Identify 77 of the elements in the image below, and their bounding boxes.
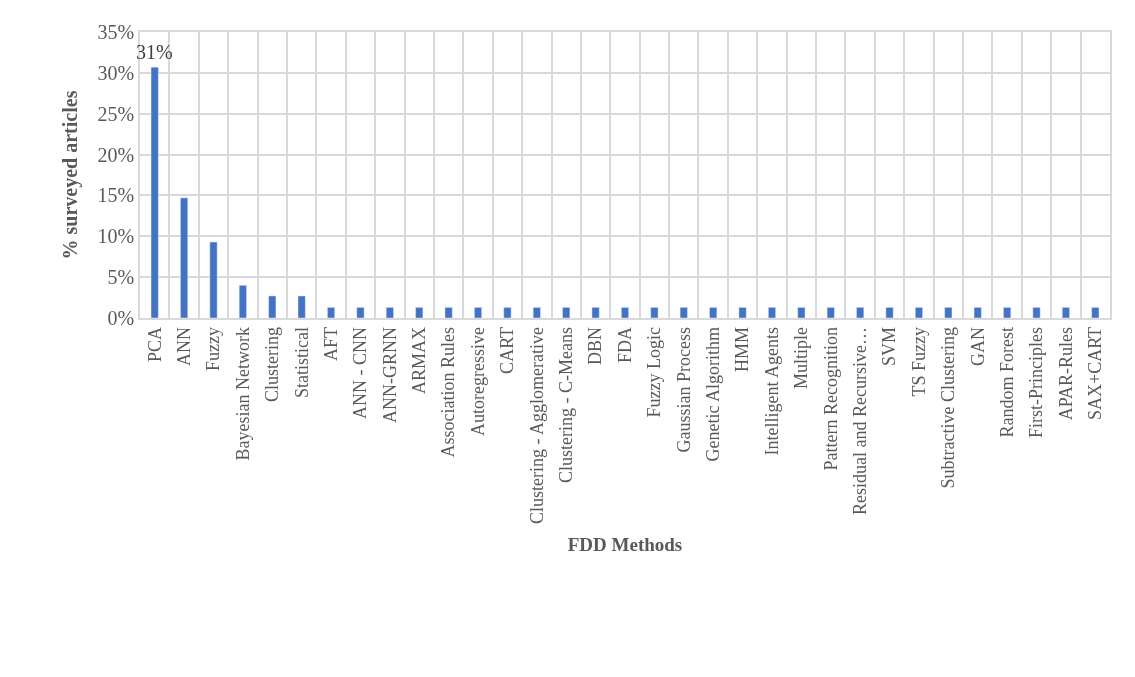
bar <box>385 307 394 318</box>
bar <box>1003 307 1012 318</box>
x-tick-label: Fuzzy <box>203 326 224 371</box>
bar <box>650 307 659 318</box>
bar <box>768 307 776 318</box>
bar <box>738 307 747 318</box>
x-tick-label: SVM <box>879 326 900 366</box>
x-tick-label: Clustering <box>262 326 283 402</box>
bar <box>885 307 894 318</box>
x-tick-label: HMM <box>732 326 753 372</box>
x-tick-label: APAR-Rules <box>1055 326 1076 421</box>
bar <box>474 307 482 318</box>
bar <box>150 66 159 318</box>
y-tick-label: 25% <box>97 102 135 125</box>
bar <box>915 307 923 318</box>
y-tick-label: 30% <box>97 61 135 84</box>
bar <box>356 307 365 318</box>
y-axis-title: % surveyed articles <box>58 90 82 260</box>
x-tick-label: FDA <box>614 326 635 363</box>
x-tick-label: ANN <box>173 326 194 366</box>
x-tick-label: Pattern Recognition <box>820 326 841 471</box>
x-tick-label: PCA <box>144 326 165 362</box>
bar <box>679 307 688 318</box>
bar <box>327 307 335 318</box>
x-tick-label: Genetic Algorithm <box>703 326 724 462</box>
data-label: 31% <box>136 41 173 63</box>
bar <box>1091 307 1100 318</box>
bar <box>238 285 247 318</box>
x-tick-label: Intelligent Agents <box>761 326 782 456</box>
bar <box>826 307 835 318</box>
bar <box>856 307 865 318</box>
x-tick-label: DBN <box>585 326 606 365</box>
bar <box>180 197 189 318</box>
bar <box>532 307 541 318</box>
bar <box>797 307 806 318</box>
bar <box>1061 307 1070 318</box>
x-tick-label: Association Rules <box>438 326 459 458</box>
y-tick-label: 20% <box>97 143 135 166</box>
x-tick-label: AFT <box>320 326 341 361</box>
x-tick-label: First-Principles <box>1026 326 1047 438</box>
bar <box>297 295 306 318</box>
y-tick-label: 35% <box>97 21 135 43</box>
x-tick-label: Statistical <box>291 326 312 398</box>
y-tick-label: 5% <box>107 266 135 289</box>
x-tick-label: CART <box>497 326 518 374</box>
x-tick-label: ANN - CNN <box>350 326 371 419</box>
x-tick-label: Fuzzy Logic <box>644 326 665 418</box>
x-axis-title: FDD Methods <box>567 534 683 556</box>
x-tick-label: TS Fuzzy <box>908 326 929 397</box>
x-tick-label: Multiple <box>791 326 812 389</box>
x-tick-label: ANN-GRNN <box>379 326 400 423</box>
bar <box>1032 307 1041 318</box>
y-tick-label: 0% <box>107 307 135 329</box>
x-tick-label: Random Forest <box>996 326 1017 438</box>
x-tick-label: Subtractive Clustering <box>938 326 959 489</box>
bar <box>944 307 953 318</box>
x-tick-label: ARMAX <box>409 326 430 394</box>
bar <box>973 307 982 318</box>
bar <box>621 307 629 318</box>
x-tick-label: Clustering - C-Means <box>556 326 577 483</box>
bar <box>709 307 718 318</box>
x-tick-label: Bayesian Network <box>232 326 253 461</box>
bar <box>268 295 277 318</box>
y-tick-label: 10% <box>97 225 135 248</box>
bar <box>562 307 571 318</box>
y-tick-label: 15% <box>97 184 135 207</box>
bar <box>591 307 600 318</box>
x-tick-label: GAN <box>967 326 988 366</box>
bar <box>444 307 453 318</box>
x-tick-label: SAX+CART <box>1085 326 1106 421</box>
bar <box>503 307 512 318</box>
x-tick-label: Gaussian Process <box>673 326 694 453</box>
x-tick-label: Clustering - Agglomerative <box>526 326 547 524</box>
bar <box>415 307 424 318</box>
bar <box>209 241 218 318</box>
x-tick-label: Residual and Recursive… <box>850 326 870 515</box>
x-tick-label: Autoregressive <box>467 326 488 436</box>
